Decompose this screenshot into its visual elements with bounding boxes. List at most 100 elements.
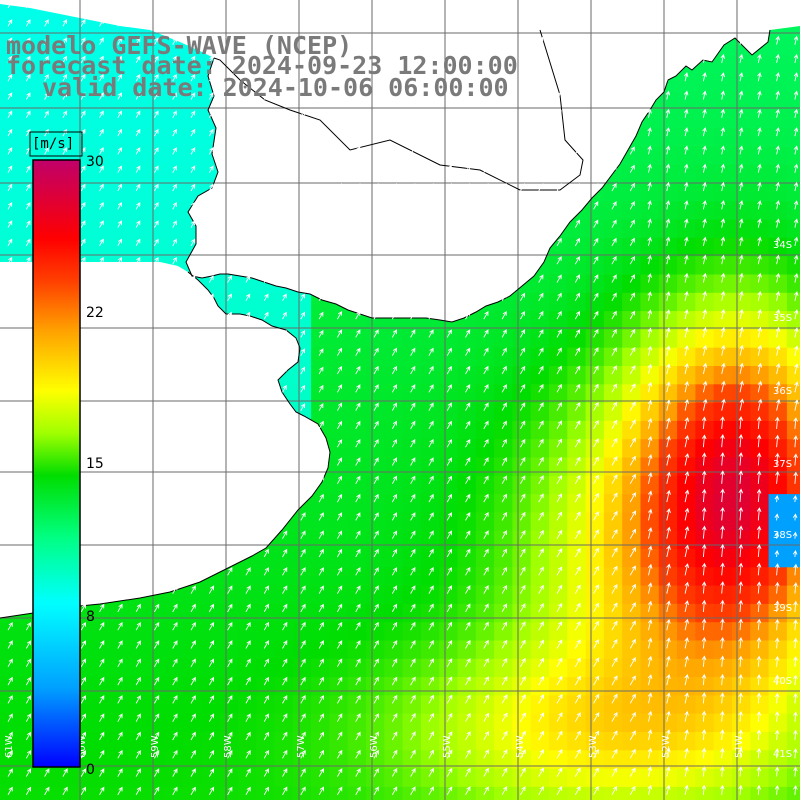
field-cell bbox=[420, 439, 440, 459]
field-cell bbox=[530, 292, 550, 312]
wind-arrow bbox=[465, 329, 471, 338]
wind-arrow bbox=[647, 619, 653, 631]
field-cell bbox=[677, 329, 696, 349]
wind-arrow bbox=[774, 531, 780, 539]
wind-arrow bbox=[62, 92, 68, 100]
wind-arrow bbox=[757, 362, 763, 375]
wind-arrow bbox=[574, 347, 581, 356]
wind-arrow bbox=[391, 109, 397, 119]
wind-arrow bbox=[337, 91, 342, 100]
field-cell bbox=[677, 292, 696, 312]
field-cell bbox=[750, 439, 770, 459]
wind-arrow bbox=[538, 182, 544, 192]
wind-arrow bbox=[739, 344, 744, 356]
field-cell bbox=[128, 237, 147, 257]
wind-arrow bbox=[80, 183, 86, 192]
wind-arrow bbox=[446, 310, 452, 320]
field-cell bbox=[292, 530, 312, 550]
wind-arrow bbox=[263, 603, 269, 613]
field-cell bbox=[366, 329, 385, 349]
wind-arrow bbox=[793, 72, 799, 82]
field-cell bbox=[18, 73, 38, 93]
field-cell bbox=[420, 494, 440, 513]
wind-arrow bbox=[154, 439, 160, 448]
wind-arrow bbox=[117, 512, 123, 521]
field-cell bbox=[603, 183, 623, 202]
field-cell bbox=[713, 677, 733, 696]
field-cell bbox=[329, 640, 349, 660]
field-cell bbox=[384, 439, 404, 459]
wind-arrow bbox=[300, 238, 305, 247]
wind-arrow bbox=[793, 236, 799, 246]
wind-arrow bbox=[629, 365, 636, 375]
wind-arrow bbox=[465, 274, 471, 283]
field-cell bbox=[677, 420, 696, 440]
field-cell bbox=[329, 311, 349, 330]
wind-arrow bbox=[25, 37, 31, 45]
field-cell bbox=[603, 274, 623, 294]
wind-arrow bbox=[501, 548, 507, 558]
wind-arrow bbox=[611, 164, 617, 173]
wind-arrow bbox=[501, 219, 507, 228]
field-cell bbox=[530, 695, 550, 715]
field-cell bbox=[402, 457, 422, 477]
wind-arrow bbox=[373, 36, 379, 45]
wind-arrow bbox=[227, 128, 232, 137]
wind-arrow bbox=[245, 731, 251, 741]
field-cell bbox=[329, 384, 349, 404]
wind-arrow bbox=[793, 291, 799, 301]
wind-arrow bbox=[720, 127, 726, 137]
field-cell bbox=[695, 549, 715, 568]
wind-arrow bbox=[538, 566, 544, 576]
field-cell bbox=[183, 732, 202, 751]
wind-arrow bbox=[629, 657, 636, 668]
wind-arrow bbox=[318, 567, 324, 576]
field-cell bbox=[494, 732, 513, 751]
wind-arrow bbox=[410, 347, 416, 356]
field-cell bbox=[677, 219, 696, 239]
field-cell bbox=[54, 36, 74, 56]
wind-arrow bbox=[756, 692, 762, 704]
field-cell bbox=[201, 768, 221, 788]
wind-arrow bbox=[483, 639, 489, 649]
field-cell bbox=[640, 128, 660, 147]
wind-arrow bbox=[428, 566, 434, 576]
wind-arrow bbox=[501, 694, 508, 704]
wind-arrow bbox=[391, 0, 397, 9]
field-cell bbox=[237, 658, 257, 678]
field-cell bbox=[695, 384, 715, 404]
wind-arrow bbox=[25, 329, 31, 338]
wind-arrow bbox=[190, 311, 196, 320]
field-cell bbox=[494, 311, 513, 330]
field-cell bbox=[603, 658, 623, 678]
wind-arrow bbox=[25, 420, 31, 430]
wind-arrow bbox=[300, 256, 305, 265]
wind-arrow bbox=[190, 585, 196, 594]
field-cell bbox=[457, 713, 477, 733]
field-cell bbox=[475, 494, 495, 513]
field-cell bbox=[109, 73, 129, 93]
field-cell bbox=[567, 402, 587, 422]
wind-arrow bbox=[154, 658, 160, 668]
wind-arrow bbox=[135, 384, 141, 393]
wind-arrow bbox=[720, 729, 725, 741]
field-cell bbox=[109, 768, 129, 788]
wind-arrow bbox=[282, 676, 288, 686]
wind-arrow bbox=[702, 326, 708, 338]
wind-arrow bbox=[391, 237, 397, 247]
field-cell bbox=[402, 713, 422, 733]
wind-arrow bbox=[774, 674, 780, 686]
wind-arrow bbox=[318, 420, 324, 430]
field-cell bbox=[494, 750, 513, 770]
wind-arrow bbox=[25, 512, 31, 521]
wind-arrow bbox=[701, 507, 707, 521]
wind-arrow bbox=[629, 73, 635, 82]
wind-arrow bbox=[80, 420, 86, 430]
field-cell bbox=[677, 768, 696, 788]
wind-arrow bbox=[117, 749, 123, 759]
wind-arrow bbox=[135, 37, 141, 45]
wind-arrow bbox=[154, 457, 160, 466]
wind-arrow bbox=[556, 365, 562, 375]
field-cell bbox=[347, 494, 367, 513]
wind-arrow bbox=[774, 618, 780, 631]
